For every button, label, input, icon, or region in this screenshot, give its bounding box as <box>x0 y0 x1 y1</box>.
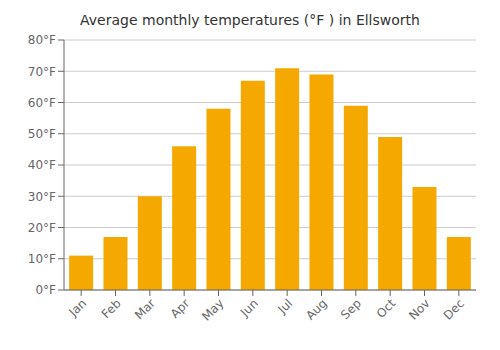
svg-text:Aug: Aug <box>303 296 329 322</box>
svg-text:50°F: 50°F <box>28 127 56 141</box>
svg-text:Mar: Mar <box>132 296 158 322</box>
svg-text:20°F: 20°F <box>28 221 56 235</box>
html-text:Average monthly temperatures (: Average monthly temperatures (°F ) in El… <box>80 12 420 28</box>
svg-text:70°F: 70°F <box>28 65 56 79</box>
svg-text:0°F: 0°F <box>35 283 56 297</box>
svg-text:Sep: Sep <box>338 296 364 322</box>
svg-text:40°F: 40°F <box>28 158 56 172</box>
svg-text:80°F: 80°F <box>28 33 56 47</box>
svg-text:Oct: Oct <box>374 296 399 321</box>
svg-text:Feb: Feb <box>99 296 124 321</box>
svg-text:Jul: Jul <box>274 296 295 317</box>
svg-text:Jun: Jun <box>237 296 261 320</box>
svg-text:May: May <box>199 296 226 323</box>
svg-text:Apr: Apr <box>168 296 193 321</box>
svg-text:Jan: Jan <box>66 296 90 320</box>
svg-text:Nov: Nov <box>406 296 432 322</box>
svg-text:10°F: 10°F <box>28 252 56 266</box>
svg-text:60°F: 60°F <box>28 96 56 110</box>
svg-text:Dec: Dec <box>441 296 467 322</box>
svg-text:30°F: 30°F <box>28 190 56 204</box>
